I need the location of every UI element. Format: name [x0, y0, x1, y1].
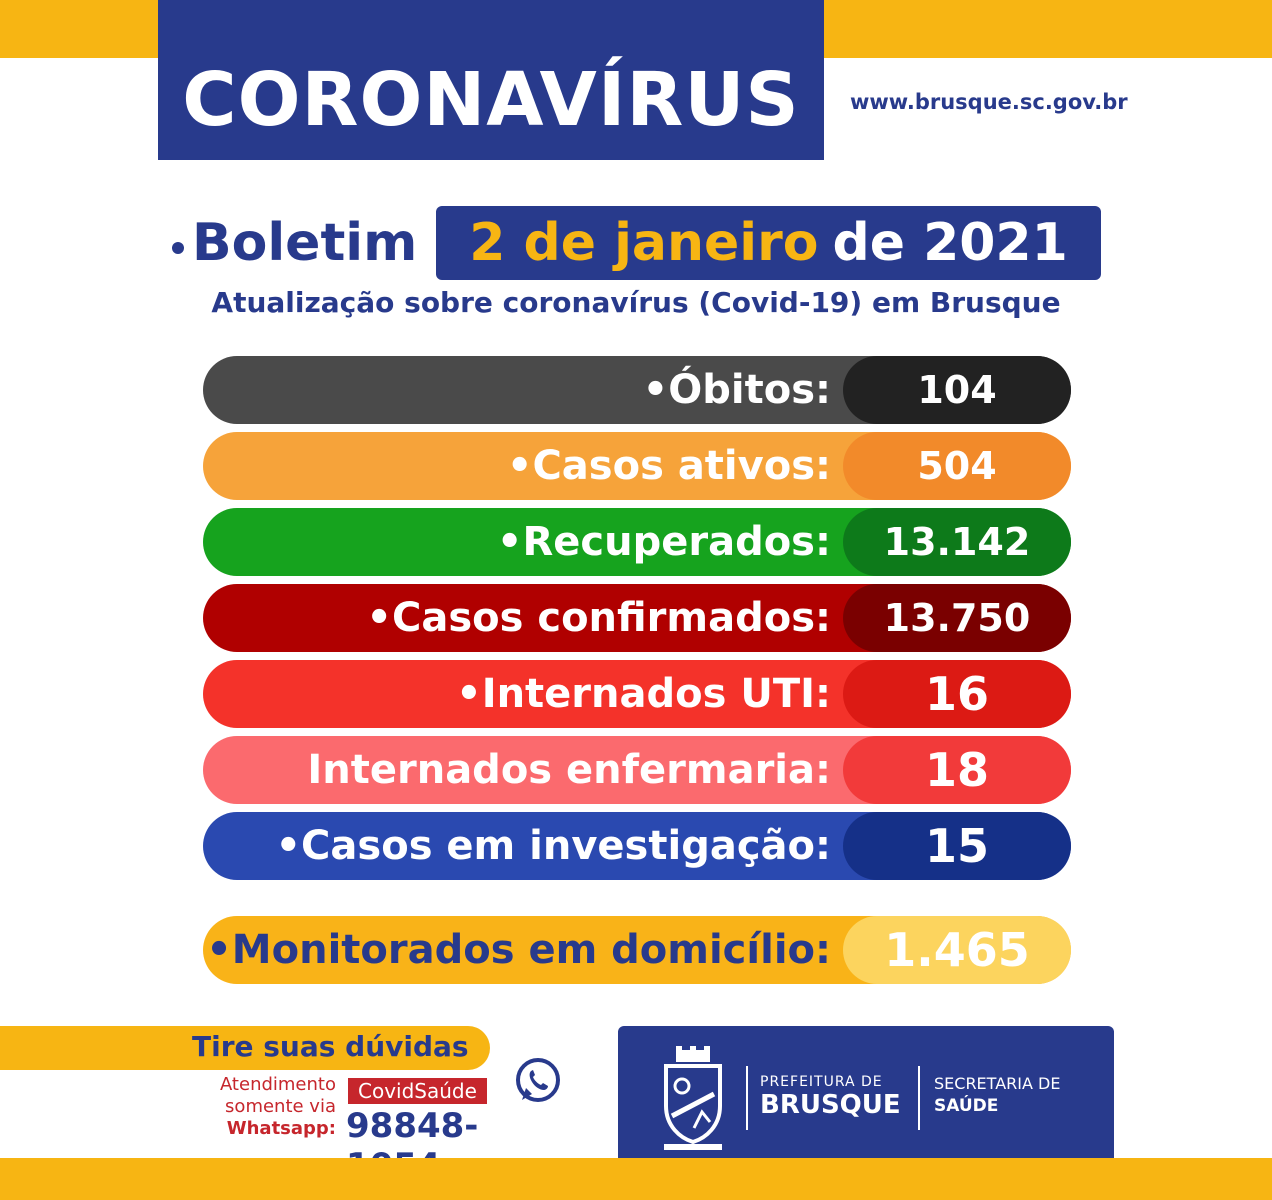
help-line: Atendimento — [219, 1074, 336, 1095]
date-year: de 2021 — [832, 213, 1068, 273]
header-banner: CORONAVÍRUS — [158, 0, 824, 160]
stat-label: •Internados UTI: — [456, 671, 831, 717]
stat-value: 16 — [843, 660, 1071, 728]
stat-recuperados: •Recuperados: 13.142 — [203, 508, 1071, 576]
city-crest-icon — [664, 1046, 722, 1150]
page-title: CORONAVÍRUS — [182, 57, 800, 143]
stat-value: 504 — [843, 432, 1071, 500]
stat-casos-investigacao: •Casos em investigação: 15 — [203, 812, 1071, 880]
stat-label: •Monitorados em domicílio: — [206, 927, 831, 973]
stat-monitorados: •Monitorados em domicílio: 1.465 — [203, 916, 1071, 984]
help-title: Tire suas dúvidas — [192, 1030, 469, 1063]
stat-value: 13.142 — [843, 508, 1071, 576]
stat-label: •Óbitos: — [642, 367, 831, 413]
stat-label: •Casos confirmados: — [366, 595, 831, 641]
stat-value: 18 — [843, 736, 1071, 804]
bulletin-label: Boletim — [192, 213, 418, 273]
divider — [746, 1066, 748, 1130]
stat-casos-ativos: •Casos ativos: 504 — [203, 432, 1071, 500]
whatsapp-icon[interactable] — [514, 1056, 562, 1104]
prefeitura-label: PREFEITURA DE — [760, 1074, 883, 1090]
footer-logo-box: PREFEITURA DE BRUSQUE SECRETARIA DE SAÚD… — [618, 1026, 1114, 1172]
stat-label: •Casos em investigação: — [275, 823, 831, 869]
stat-value: 15 — [843, 812, 1071, 880]
stat-obitos: •Óbitos: 104 — [203, 356, 1071, 424]
stat-casos-confirmados: •Casos confirmados: 13.750 — [203, 584, 1071, 652]
website-link[interactable]: www.brusque.sc.gov.br — [850, 90, 1128, 114]
stat-value: 1.465 — [843, 916, 1071, 984]
help-text: Atendimento somente via Whatsapp: — [196, 1074, 336, 1140]
stat-label: •Casos ativos: — [506, 443, 831, 489]
stat-internados-uti: •Internados UTI: 16 — [203, 660, 1071, 728]
bottom-accent-bar — [0, 1158, 1272, 1200]
help-line: somente via — [225, 1096, 336, 1117]
date-highlight: 2 de janeiro — [469, 213, 819, 273]
bullet-dot — [172, 242, 184, 254]
help-line: Whatsapp: — [226, 1118, 336, 1139]
help-tab — [0, 1026, 490, 1070]
bulletin-subtitle: Atualização sobre coronavírus (Covid-19)… — [211, 286, 1061, 319]
stat-label: •Recuperados: — [496, 519, 831, 565]
stat-value: 104 — [843, 356, 1071, 424]
brusque-label: BRUSQUE — [760, 1090, 901, 1120]
stat-internados-enfermaria: Internados enfermaria: 18 — [203, 736, 1071, 804]
stat-label: Internados enfermaria: — [307, 747, 831, 793]
secretaria-label: SECRETARIA DE — [934, 1074, 1061, 1093]
covidsaude-tag: CovidSaúde — [348, 1078, 487, 1104]
stat-value: 13.750 — [843, 584, 1071, 652]
bulletin-heading: Boletim — [172, 205, 417, 281]
saude-label: SAÚDE — [934, 1096, 999, 1116]
bulletin-date: 2 de janeiro de 2021 — [436, 206, 1101, 280]
divider — [918, 1066, 920, 1130]
